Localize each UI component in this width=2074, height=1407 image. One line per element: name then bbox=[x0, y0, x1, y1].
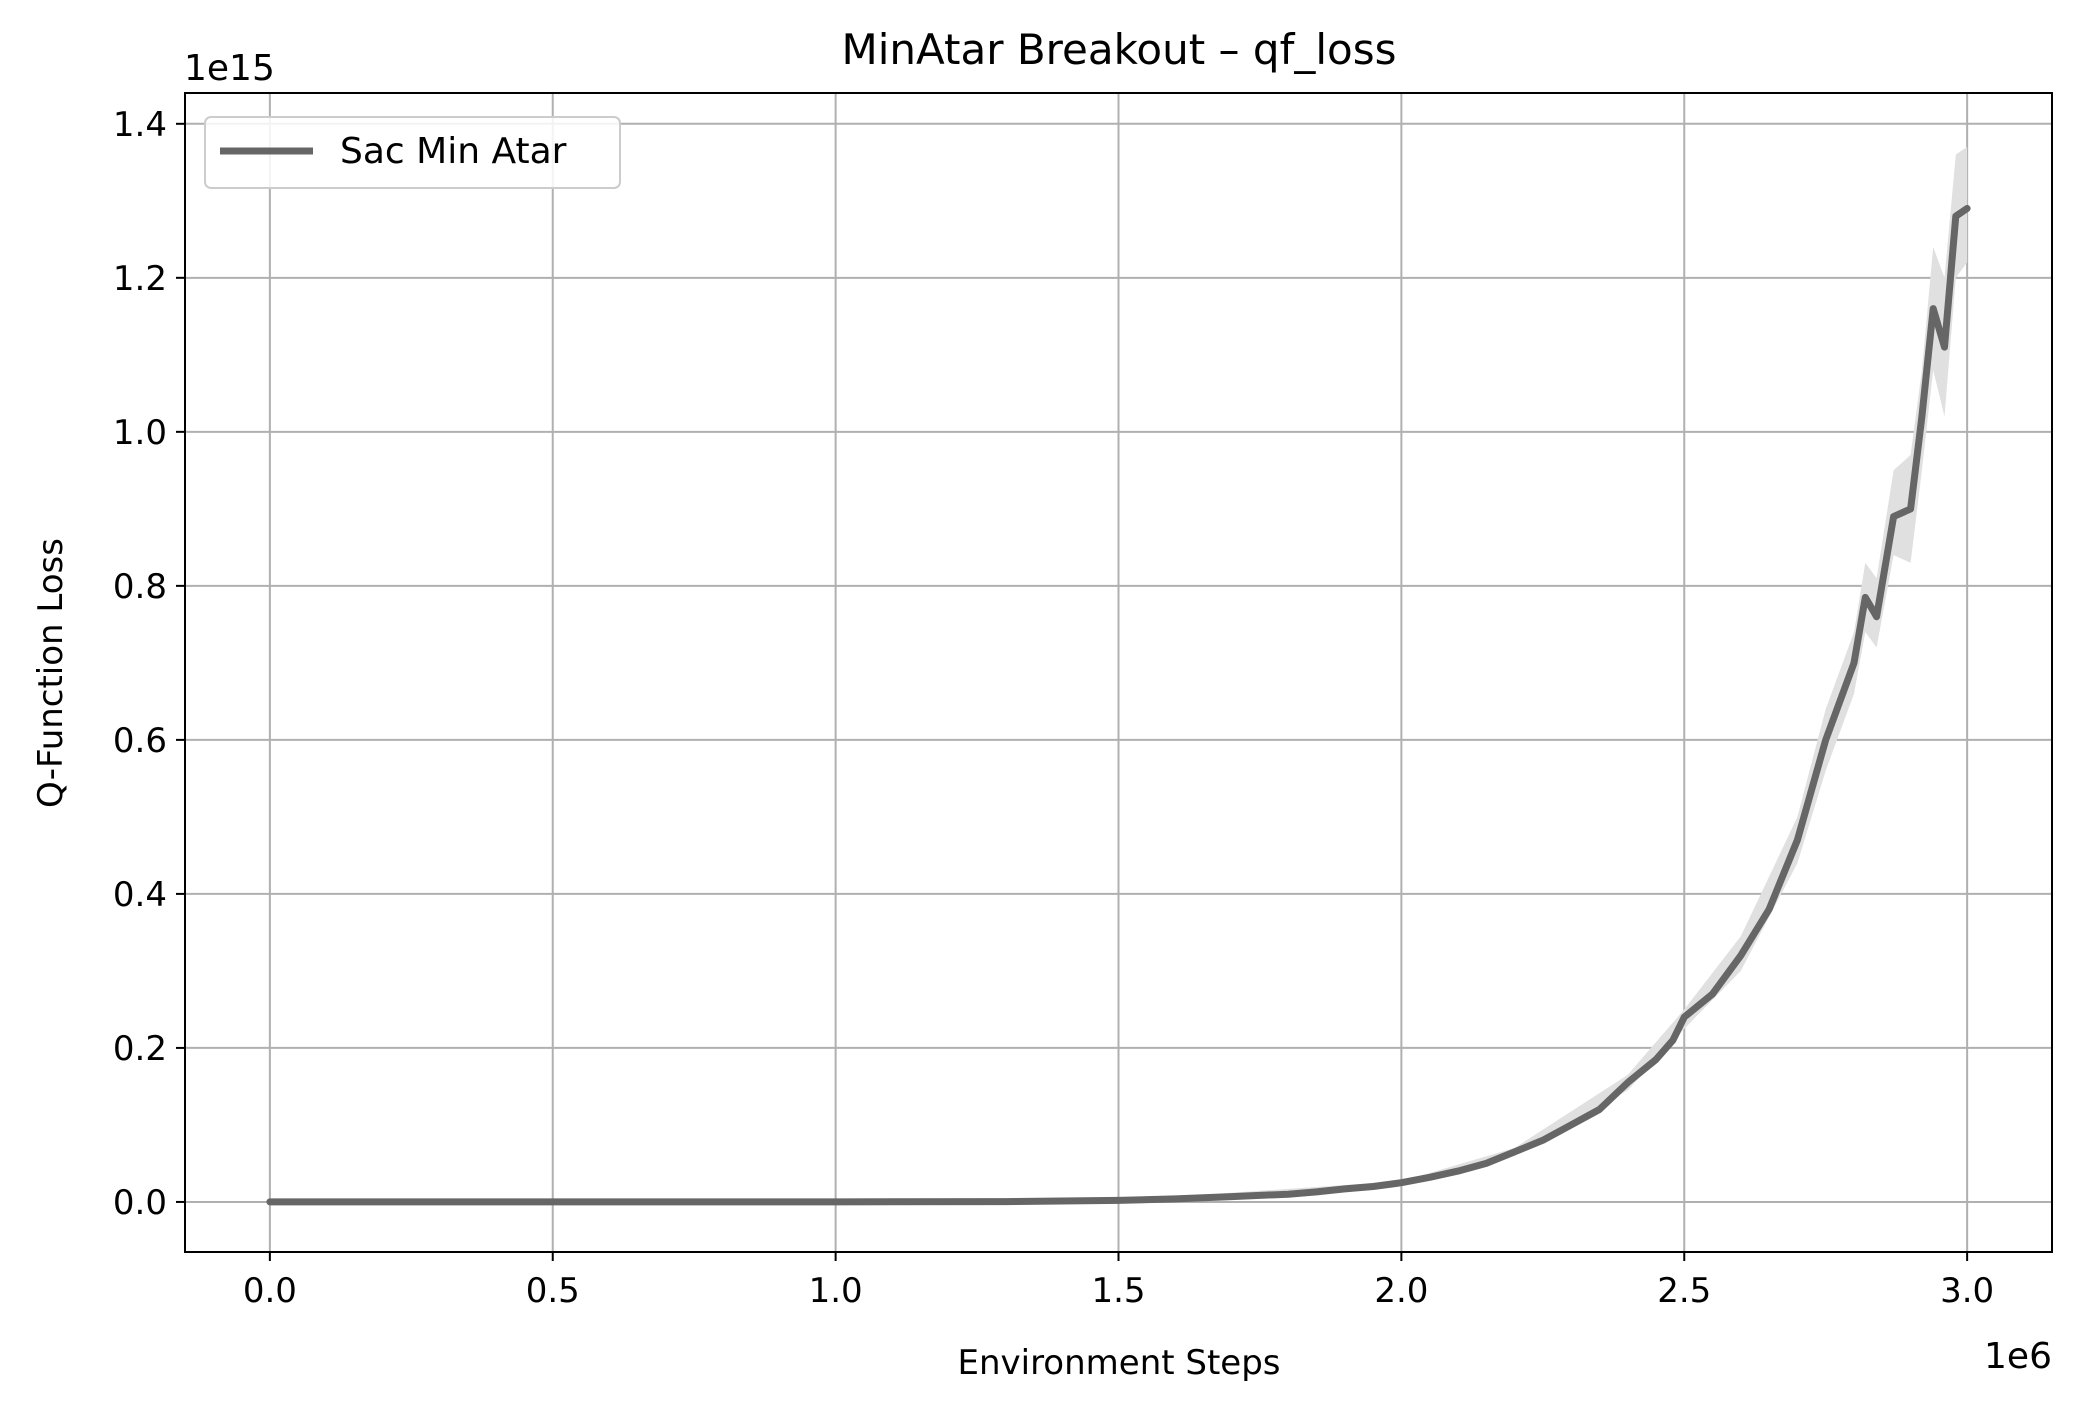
legend-label-sac-min-atar: Sac Min Atar bbox=[340, 131, 567, 172]
y-tick-label: 0.6 bbox=[113, 721, 167, 761]
y-tick-label: 0.2 bbox=[113, 1029, 167, 1069]
series-line bbox=[266, 205, 1971, 1206]
legend: Sac Min Atar bbox=[204, 116, 621, 189]
x-tick-label: 1.0 bbox=[809, 1271, 863, 1311]
series-lines bbox=[266, 205, 1971, 1206]
legend-box bbox=[204, 116, 621, 189]
y-tick-label: 1.2 bbox=[113, 259, 167, 299]
x-tick-label: 2.5 bbox=[1657, 1271, 1711, 1311]
chart-title: MinAtar Breakout – qf_loss bbox=[842, 25, 1397, 74]
grid-lines bbox=[185, 93, 2052, 1252]
y-tick-label: 1.4 bbox=[113, 105, 167, 145]
x-tick-label: 1.5 bbox=[1091, 1271, 1145, 1311]
y-tick-label: 0.8 bbox=[113, 567, 167, 607]
y-tick-label: 0.4 bbox=[113, 875, 167, 915]
x-tick-label: 0.0 bbox=[243, 1271, 297, 1311]
y-axis-title: Q-Function Loss bbox=[31, 538, 71, 808]
y-axis-ticks: 0.0 0.2 0.4 0.6 0.8 1.0 1.2 1.4 bbox=[113, 105, 185, 1223]
x-tick-label: 3.0 bbox=[1940, 1271, 1994, 1311]
x-axis-ticks: 0.0 0.5 1.0 1.5 2.0 2.5 3.0 bbox=[243, 1252, 1994, 1311]
x-axis-offset-label: 1e6 bbox=[1984, 1336, 2052, 1377]
x-tick-label: 0.5 bbox=[526, 1271, 580, 1311]
y-axis-offset-label: 1e15 bbox=[184, 48, 275, 89]
y-tick-label: 0.0 bbox=[113, 1183, 167, 1223]
x-tick-label: 2.0 bbox=[1374, 1271, 1428, 1311]
x-axis-title: Environment Steps bbox=[957, 1343, 1280, 1383]
y-tick-label: 1.0 bbox=[113, 413, 167, 453]
